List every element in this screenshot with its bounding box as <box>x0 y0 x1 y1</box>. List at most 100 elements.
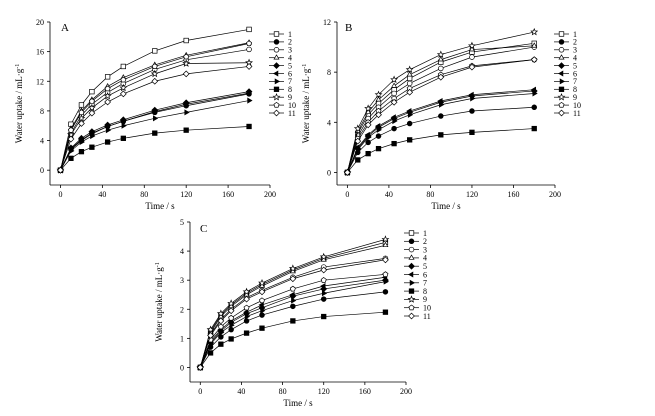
legend-marker <box>408 238 415 245</box>
data-point <box>196 364 204 371</box>
legend-label: 11 <box>423 312 431 321</box>
legend-label: 2 <box>423 237 427 246</box>
legend-label: 1 <box>423 229 427 238</box>
data-point <box>531 42 538 48</box>
y-tick-label: 0 <box>180 363 184 372</box>
y-tick-label: 0 <box>40 166 44 175</box>
legend-marker <box>558 54 565 60</box>
data-point <box>437 73 445 81</box>
x-axis-title: Time / s <box>145 201 175 211</box>
data-point <box>382 309 389 315</box>
legend-item-7: 7 <box>269 77 292 86</box>
legend-label: 10 <box>423 304 431 313</box>
legend-item-8: 8 <box>269 85 292 94</box>
data-point <box>104 123 110 130</box>
legend-marker <box>558 31 565 37</box>
data-point <box>247 97 253 104</box>
data-point <box>120 63 126 70</box>
legend-marker <box>409 279 416 286</box>
series-line <box>199 291 386 368</box>
legend-marker <box>273 54 280 60</box>
legend-label: 9 <box>288 93 292 102</box>
legend-marker <box>273 31 280 37</box>
data-point <box>206 325 215 333</box>
y-tick-label: 8 <box>40 107 44 116</box>
data-point <box>242 287 251 296</box>
data-point <box>391 125 397 132</box>
legend-item-9: 9 <box>269 93 292 102</box>
data-point <box>406 120 413 127</box>
legend-marker <box>408 230 415 236</box>
data-point <box>104 74 111 80</box>
data-point <box>289 291 295 298</box>
legend-label: 10 <box>573 101 581 110</box>
legend-marker <box>273 39 280 45</box>
x-tick-label: 200 <box>549 190 561 199</box>
data-point <box>532 90 538 97</box>
data-point <box>259 325 265 331</box>
chart-panel-b: 0 40 80 120 160 200 0 4 8 12 Time / s Water uptake … <box>301 18 581 211</box>
data-point <box>365 139 371 146</box>
x-tick-label: 160 <box>507 190 519 199</box>
data-point <box>289 285 296 292</box>
y-tick-label: 5 <box>180 218 184 227</box>
legend-label: 5 <box>288 61 292 70</box>
y-tick-label: 0 <box>327 168 331 177</box>
data-point <box>119 83 128 92</box>
data-point <box>375 145 382 152</box>
data-point <box>291 297 297 304</box>
legend-item-4: 4 <box>269 54 292 63</box>
data-point <box>57 166 64 174</box>
legend-marker <box>272 93 281 101</box>
data-point <box>246 40 253 47</box>
legend-marker <box>273 86 280 92</box>
data-point <box>436 50 445 58</box>
series-10 <box>57 40 253 173</box>
data-point <box>320 282 326 290</box>
y-tick-label: 16 <box>36 48 44 57</box>
y-axis-title: Water uptake / mL·g-1 <box>154 262 164 342</box>
legend-item-1: 1 <box>404 229 427 238</box>
y-axis-title-text: Water uptake / mL·g <box>14 68 24 143</box>
data-point <box>531 125 537 132</box>
data-point <box>227 299 236 307</box>
data-point <box>468 46 475 52</box>
data-point <box>353 124 362 132</box>
data-point <box>245 90 251 97</box>
legend-label: 9 <box>573 93 577 102</box>
data-point <box>218 341 224 347</box>
legend-label: 8 <box>423 287 427 296</box>
data-point <box>243 330 250 336</box>
legend-marker <box>558 101 565 108</box>
legend-label: 6 <box>573 69 577 78</box>
data-point <box>407 75 413 82</box>
data-point <box>382 271 389 277</box>
legend-marker <box>558 109 565 117</box>
data-point <box>468 91 474 98</box>
data-point <box>90 133 96 140</box>
data-point <box>246 26 252 33</box>
data-point <box>356 146 362 153</box>
data-point <box>366 134 372 141</box>
data-point <box>244 313 251 320</box>
legend-marker <box>558 62 565 69</box>
data-point <box>321 290 328 297</box>
data-point <box>290 318 296 324</box>
data-point <box>182 59 191 67</box>
legend-label: 11 <box>573 109 581 118</box>
data-point <box>382 289 389 295</box>
data-point <box>407 111 414 118</box>
data-point <box>67 135 75 143</box>
data-point <box>531 104 537 111</box>
legend-item-11: 11 <box>269 109 296 118</box>
x-tick-label: 0 <box>345 190 349 199</box>
data-point <box>470 95 476 102</box>
legend-label: 9 <box>423 295 427 304</box>
legend-marker <box>558 86 565 92</box>
data-point <box>468 41 476 50</box>
data-point <box>243 295 250 303</box>
data-point <box>355 157 361 163</box>
x-axis-title: Time / s <box>431 201 461 211</box>
data-point <box>243 309 249 316</box>
